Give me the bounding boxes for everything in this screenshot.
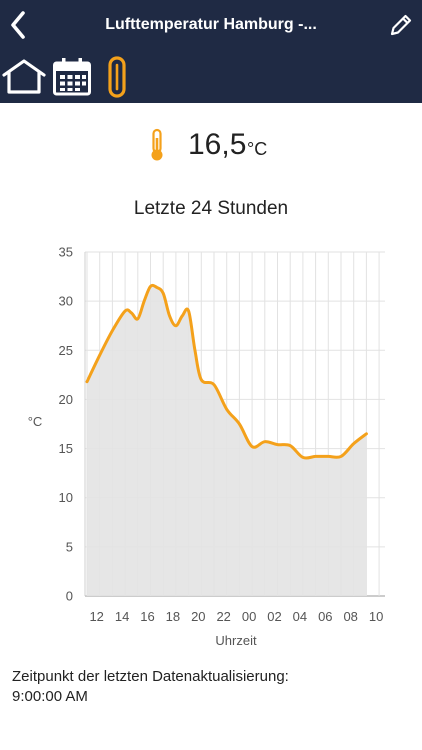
x-tick-label: 08 <box>343 609 357 624</box>
current-temperature-unit: °C <box>247 139 268 159</box>
last-update-label: Zeitpunkt der letzten Datenaktualisierun… <box>12 668 289 685</box>
tab-thermometer[interactable] <box>105 56 129 98</box>
x-tick-label: 04 <box>293 609 307 624</box>
y-tick-label: 10 <box>59 490 73 505</box>
x-tick-label: 12 <box>89 609 103 624</box>
tab-overview[interactable] <box>1 56 47 98</box>
page-title: Lufttemperatur Hamburg -... <box>105 16 317 33</box>
last-update-time: 9:00:00 AM <box>12 688 88 705</box>
y-tick-label: 35 <box>59 245 73 260</box>
x-tick-label: 20 <box>191 609 205 624</box>
chevron-left-icon <box>11 11 25 39</box>
x-tick-label: 00 <box>242 609 256 624</box>
x-tick-label: 16 <box>140 609 154 624</box>
tab-calendar[interactable] <box>52 56 92 98</box>
y-axis-label: °C <box>28 414 43 429</box>
top-bar: Lufttemperatur Hamburg -... <box>0 0 422 103</box>
edit-button[interactable] <box>388 12 414 38</box>
calendar-icon <box>53 58 91 96</box>
x-tick-label: 18 <box>166 609 180 624</box>
y-tick-label: 30 <box>59 294 73 309</box>
chart-area-fill <box>87 285 367 596</box>
x-tick-label: 14 <box>115 609 129 624</box>
x-tick-label: 02 <box>267 609 281 624</box>
pencil-icon <box>390 14 412 36</box>
y-tick-label: 25 <box>59 343 73 358</box>
x-tick-label: 06 <box>318 609 332 624</box>
chart-series-line <box>85 283 368 460</box>
current-reading: 16,5 °C <box>0 124 422 168</box>
y-tick-label: 20 <box>59 392 73 407</box>
x-tick-label: 22 <box>216 609 230 624</box>
home-icon <box>2 59 46 94</box>
thermometer-icon <box>151 128 163 161</box>
x-tick-label: 10 <box>369 609 383 624</box>
x-axis-label: Uhrzeit <box>215 633 257 648</box>
thermometer-icon <box>108 56 126 98</box>
current-temperature-value: 16,5 <box>188 128 247 161</box>
chart-title: Letzte 24 Stunden <box>133 198 289 219</box>
back-button[interactable] <box>6 8 32 42</box>
y-tick-label: 15 <box>59 441 73 456</box>
y-tick-label: 5 <box>66 539 73 554</box>
y-tick-label: 0 <box>66 589 73 604</box>
